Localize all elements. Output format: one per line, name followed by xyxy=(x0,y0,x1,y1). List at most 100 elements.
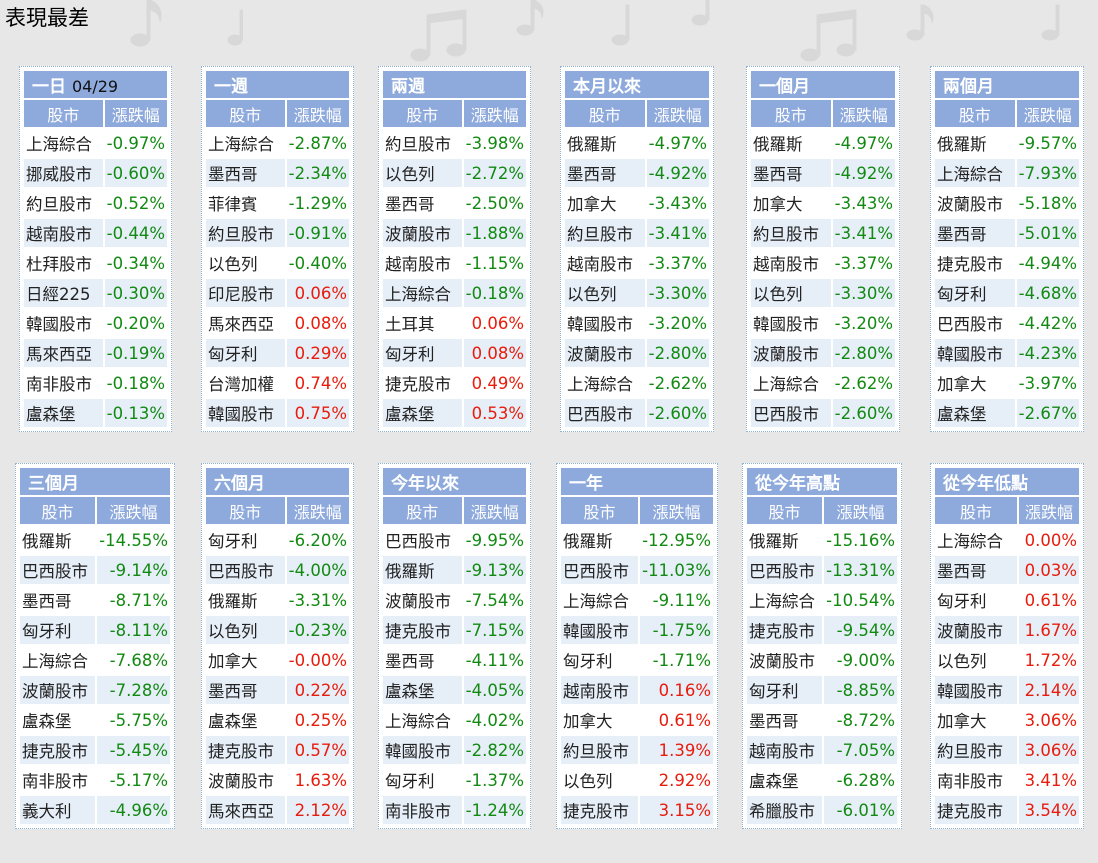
market-name-link[interactable]: 捷克股市 xyxy=(747,616,823,644)
market-name-link[interactable]: 韓國股市 xyxy=(561,616,639,644)
market-name-link[interactable]: 匈牙利 xyxy=(206,339,285,367)
market-name-link[interactable]: 菲律賓 xyxy=(206,189,285,217)
market-name-link[interactable]: 加拿大 xyxy=(751,189,831,217)
market-name-link[interactable]: 波蘭股市 xyxy=(935,616,1017,644)
market-name-link[interactable]: 墨西哥 xyxy=(935,219,1015,247)
market-name-link[interactable]: 馬來西亞 xyxy=(206,309,285,337)
market-name-link[interactable]: 盧森堡 xyxy=(206,706,285,734)
market-name-link[interactable]: 約旦股市 xyxy=(561,736,639,764)
market-name-link[interactable]: 捷克股市 xyxy=(935,249,1015,277)
market-name-link[interactable]: 上海綜合 xyxy=(24,129,103,157)
market-name-link[interactable]: 盧森堡 xyxy=(935,399,1015,427)
market-name-link[interactable]: 馬來西亞 xyxy=(206,796,285,824)
market-name-link[interactable]: 俄羅斯 xyxy=(747,526,823,554)
market-name-link[interactable]: 匈牙利 xyxy=(383,766,462,794)
market-name-link[interactable]: 上海綜合 xyxy=(935,526,1017,554)
market-name-link[interactable]: 捷克股市 xyxy=(561,796,639,824)
market-name-link[interactable]: 以色列 xyxy=(383,159,462,187)
market-name-link[interactable]: 約旦股市 xyxy=(565,219,645,247)
market-name-link[interactable]: 墨西哥 xyxy=(747,706,823,734)
market-name-link[interactable]: 捷克股市 xyxy=(20,736,96,764)
market-name-link[interactable]: 日經225 xyxy=(24,279,103,307)
market-name-link[interactable]: 巴西股市 xyxy=(935,309,1015,337)
market-name-link[interactable]: 上海綜合 xyxy=(383,279,462,307)
market-name-link[interactable]: 墨西哥 xyxy=(565,159,645,187)
market-name-link[interactable]: 馬來西亞 xyxy=(24,339,103,367)
market-name-link[interactable]: 捷克股市 xyxy=(206,736,285,764)
market-name-link[interactable]: 巴西股市 xyxy=(561,556,639,584)
market-name-link[interactable]: 上海綜合 xyxy=(383,706,462,734)
market-name-link[interactable]: 韓國股市 xyxy=(935,339,1015,367)
market-name-link[interactable]: 越南股市 xyxy=(383,249,462,277)
market-name-link[interactable]: 捷克股市 xyxy=(383,616,462,644)
market-name-link[interactable]: 韓國股市 xyxy=(24,309,103,337)
market-name-link[interactable]: 義大利 xyxy=(20,796,96,824)
market-name-link[interactable]: 匈牙利 xyxy=(20,616,96,644)
market-name-link[interactable]: 南非股市 xyxy=(20,766,96,794)
market-name-link[interactable]: 巴西股市 xyxy=(747,556,823,584)
market-name-link[interactable]: 巴西股市 xyxy=(206,556,285,584)
market-name-link[interactable]: 加拿大 xyxy=(206,646,285,674)
market-name-link[interactable]: 印尼股市 xyxy=(206,279,285,307)
market-name-link[interactable]: 越南股市 xyxy=(751,249,831,277)
market-name-link[interactable]: 台灣加權 xyxy=(206,369,285,397)
market-name-link[interactable]: 匈牙利 xyxy=(206,526,285,554)
market-name-link[interactable]: 捷克股市 xyxy=(383,369,462,397)
market-name-link[interactable]: 約旦股市 xyxy=(935,736,1017,764)
market-name-link[interactable]: 以色列 xyxy=(206,616,285,644)
market-name-link[interactable]: 以色列 xyxy=(935,646,1017,674)
market-name-link[interactable]: 盧森堡 xyxy=(24,399,103,427)
market-name-link[interactable]: 巴西股市 xyxy=(751,399,831,427)
market-name-link[interactable]: 盧森堡 xyxy=(383,676,462,704)
market-name-link[interactable]: 韓國股市 xyxy=(565,309,645,337)
market-name-link[interactable]: 南非股市 xyxy=(24,369,103,397)
market-name-link[interactable]: 越南股市 xyxy=(747,736,823,764)
market-name-link[interactable]: 杜拜股市 xyxy=(24,249,103,277)
market-name-link[interactable]: 波蘭股市 xyxy=(383,586,462,614)
market-name-link[interactable]: 巴西股市 xyxy=(383,526,462,554)
market-name-link[interactable]: 墨西哥 xyxy=(751,159,831,187)
market-name-link[interactable]: 上海綜合 xyxy=(747,586,823,614)
market-name-link[interactable]: 加拿大 xyxy=(935,369,1015,397)
market-name-link[interactable]: 匈牙利 xyxy=(747,676,823,704)
market-name-link[interactable]: 盧森堡 xyxy=(747,766,823,794)
market-name-link[interactable]: 俄羅斯 xyxy=(751,129,831,157)
market-name-link[interactable]: 波蘭股市 xyxy=(747,646,823,674)
market-name-link[interactable]: 俄羅斯 xyxy=(565,129,645,157)
market-name-link[interactable]: 波蘭股市 xyxy=(206,766,285,794)
market-name-link[interactable]: 波蘭股市 xyxy=(565,339,645,367)
market-name-link[interactable]: 以色列 xyxy=(565,279,645,307)
market-name-link[interactable]: 韓國股市 xyxy=(383,736,462,764)
market-name-link[interactable]: 土耳其 xyxy=(383,309,462,337)
market-name-link[interactable]: 俄羅斯 xyxy=(20,526,96,554)
market-name-link[interactable]: 波蘭股市 xyxy=(383,219,462,247)
market-name-link[interactable]: 波蘭股市 xyxy=(935,189,1015,217)
market-name-link[interactable]: 墨西哥 xyxy=(20,586,96,614)
market-name-link[interactable]: 俄羅斯 xyxy=(383,556,462,584)
market-name-link[interactable]: 加拿大 xyxy=(935,706,1017,734)
market-name-link[interactable]: 匈牙利 xyxy=(935,586,1017,614)
market-name-link[interactable]: 墨西哥 xyxy=(206,159,285,187)
market-name-link[interactable]: 希臘股市 xyxy=(747,796,823,824)
market-name-link[interactable]: 波蘭股市 xyxy=(20,676,96,704)
market-name-link[interactable]: 盧森堡 xyxy=(20,706,96,734)
market-name-link[interactable]: 以色列 xyxy=(751,279,831,307)
market-name-link[interactable]: 挪威股市 xyxy=(24,159,103,187)
market-name-link[interactable]: 約旦股市 xyxy=(751,219,831,247)
market-name-link[interactable]: 韓國股市 xyxy=(751,309,831,337)
market-name-link[interactable]: 俄羅斯 xyxy=(206,586,285,614)
market-name-link[interactable]: 上海綜合 xyxy=(20,646,96,674)
market-name-link[interactable]: 以色列 xyxy=(561,766,639,794)
market-name-link[interactable]: 南非股市 xyxy=(383,796,462,824)
market-name-link[interactable]: 俄羅斯 xyxy=(935,129,1015,157)
market-name-link[interactable]: 加拿大 xyxy=(561,706,639,734)
market-name-link[interactable]: 墨西哥 xyxy=(383,646,462,674)
market-name-link[interactable]: 以色列 xyxy=(206,249,285,277)
market-name-link[interactable]: 南非股市 xyxy=(935,766,1017,794)
market-name-link[interactable]: 巴西股市 xyxy=(565,399,645,427)
market-name-link[interactable]: 上海綜合 xyxy=(561,586,639,614)
market-name-link[interactable]: 上海綜合 xyxy=(565,369,645,397)
market-name-link[interactable]: 約旦股市 xyxy=(24,189,103,217)
market-name-link[interactable]: 上海綜合 xyxy=(751,369,831,397)
market-name-link[interactable]: 匈牙利 xyxy=(935,279,1015,307)
